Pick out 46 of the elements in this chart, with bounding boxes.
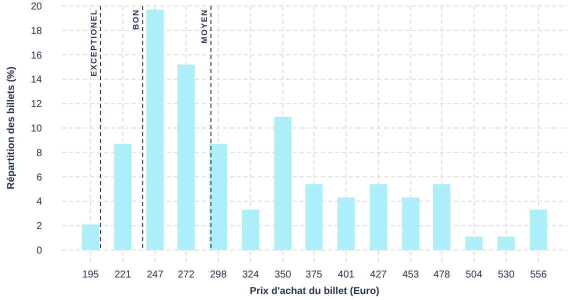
bar xyxy=(370,184,388,250)
y-axis-title: Répartition des billets (%) xyxy=(6,66,17,190)
bar xyxy=(402,198,420,250)
y-tick-label: 14 xyxy=(30,74,42,86)
x-tick-label: 504 xyxy=(466,270,483,280)
x-tick-label: 272 xyxy=(178,270,195,280)
y-tick-label: 10 xyxy=(30,124,42,134)
ref-line-label: EXCEPTIONEL xyxy=(89,9,98,76)
bar xyxy=(465,236,483,250)
x-tick-label: 478 xyxy=(433,270,450,280)
x-tick-label: 221 xyxy=(114,270,132,280)
ref-line-label: BON xyxy=(132,9,141,30)
y-tick-label: 16 xyxy=(30,50,42,62)
bar xyxy=(114,144,132,250)
x-tick-label: 298 xyxy=(210,270,228,280)
x-tick-label: 247 xyxy=(146,270,164,280)
y-tick-label: 4 xyxy=(36,196,42,208)
x-tick-label: 427 xyxy=(370,270,388,280)
bar xyxy=(242,210,260,250)
x-tick-label: 556 xyxy=(530,270,548,280)
bar xyxy=(82,224,100,250)
y-tick-label: 0 xyxy=(36,246,42,256)
y-tick-label: 6 xyxy=(36,172,42,184)
x-tick-label: 350 xyxy=(274,270,292,280)
x-tick-label: 375 xyxy=(306,270,323,280)
bar xyxy=(337,198,355,250)
x-tick-label: 324 xyxy=(242,270,260,280)
bar xyxy=(530,210,548,250)
y-tick-label: 8 xyxy=(36,148,42,159)
x-tick-label: 530 xyxy=(498,270,515,280)
bar xyxy=(177,64,195,250)
bar xyxy=(432,184,450,250)
bar xyxy=(274,117,292,250)
x-tick-label: 401 xyxy=(338,270,355,280)
x-tick-label: 453 xyxy=(402,270,420,280)
bar xyxy=(305,184,323,250)
y-tick-label: 20 xyxy=(30,2,42,12)
x-axis-title: Prix d'achat du billet (Euro) xyxy=(250,286,380,297)
bar xyxy=(146,10,164,250)
ref-line-label: MOYEN xyxy=(200,9,209,44)
y-tick-label: 18 xyxy=(30,26,42,37)
bar xyxy=(498,236,515,250)
y-tick-label: 12 xyxy=(30,99,42,110)
y-tick-label: 2 xyxy=(36,221,42,232)
x-tick-label: 195 xyxy=(82,270,100,280)
bar xyxy=(210,144,228,250)
